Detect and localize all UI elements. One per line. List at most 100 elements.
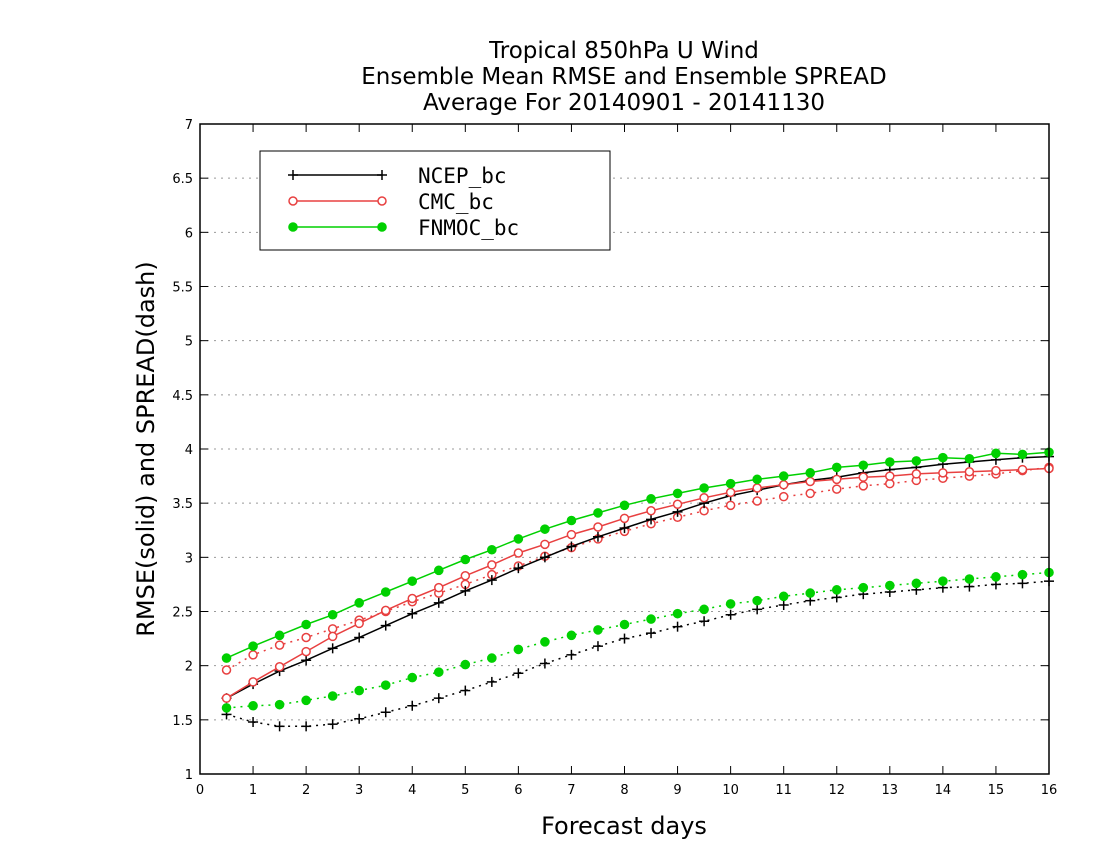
point-fnmoc-bc-spread [699, 604, 709, 615]
point-cmc-bc-rmse [725, 487, 736, 498]
point-cmc-bc-spread [274, 640, 285, 650]
legend-item-ncep-bc: NCEP_bc [288, 164, 507, 188]
point-cmc-bc-rmse [487, 560, 497, 570]
point-fnmoc-bc-rmse [1017, 449, 1028, 460]
series-fnmoc-bc-spread [221, 567, 1054, 713]
x-tick-label: 7 [567, 783, 575, 798]
point-fnmoc-bc-rmse [646, 494, 656, 504]
point-cmc-bc-rmse [885, 471, 895, 481]
point-cmc-bc-spread [885, 478, 895, 489]
point-fnmoc-bc-rmse [805, 468, 816, 478]
point-ncep-bc-rmse [592, 531, 603, 542]
point-ncep-bc-spread [354, 713, 365, 724]
point-cmc-bc-rmse [911, 469, 922, 479]
point-fnmoc-bc-rmse [858, 460, 869, 471]
point-fnmoc-bc-rmse [433, 565, 444, 576]
y-tick-label: 1 [185, 768, 193, 783]
point-fnmoc-bc-rmse [619, 500, 630, 511]
point-cmc-bc-rmse [221, 693, 232, 703]
x-tick-label: 9 [673, 783, 681, 798]
point-ncep-bc-spread [672, 621, 683, 632]
point-ncep-bc-rmse [513, 563, 524, 574]
point-cmc-bc-rmse [646, 506, 656, 516]
point-ncep-bc-spread [778, 600, 789, 610]
point-ncep-bc-spread [513, 668, 524, 679]
x-tick-label: 4 [408, 783, 416, 798]
point-cmc-bc-rmse [301, 646, 311, 657]
point-ncep-bc-spread [433, 693, 444, 704]
point-fnmoc-bc-rmse [407, 576, 418, 586]
point-fnmoc-bc-spread [619, 619, 630, 630]
point-cmc-bc-spread [832, 484, 842, 494]
point-cmc-bc-rmse [832, 474, 842, 485]
point-ncep-bc-rmse [619, 523, 630, 534]
point-cmc-bc-rmse [327, 631, 338, 642]
point-fnmoc-bc-rmse [938, 452, 948, 463]
point-fnmoc-bc-rmse [991, 448, 1001, 459]
y-axis: 1 1.5 2 2.5 3 3.5 4 4.5 5 5.5 6 6.5 7 [172, 118, 1049, 783]
y-tick-label: 2 [185, 660, 193, 675]
point-ncep-bc-spread [274, 721, 285, 732]
x-tick-label: 14 [935, 783, 952, 798]
point-fnmoc-bc-rmse [380, 587, 391, 597]
point-cmc-bc-rmse [858, 472, 869, 482]
y-tick-label: 6.5 [172, 172, 193, 187]
line-ncep-bc-spread [226, 580, 1050, 728]
point-fnmoc-bc-rmse [911, 456, 922, 466]
point-ncep-bc-spread [301, 721, 312, 732]
point-fnmoc-bc-spread [248, 700, 258, 711]
point-fnmoc-bc-spread [964, 574, 975, 584]
point-fnmoc-bc-rmse [274, 630, 285, 641]
point-cmc-bc-spread [221, 665, 232, 675]
point-cmc-bc-spread [778, 491, 789, 502]
point-ncep-bc-spread [725, 609, 736, 620]
point-fnmoc-bc-spread [1017, 569, 1028, 580]
point-fnmoc-bc-rmse [672, 488, 683, 499]
y-tick-label: 3.5 [172, 497, 193, 512]
legend-item-cmc-bc: CMC_bc [288, 190, 494, 214]
series-layer [221, 447, 1054, 732]
point-fnmoc-bc-rmse [725, 478, 736, 489]
x-tick-label: 5 [461, 783, 469, 798]
point-fnmoc-bc-spread [540, 637, 550, 647]
point-fnmoc-bc-spread [938, 576, 948, 586]
point-ncep-bc-spread [407, 700, 418, 711]
point-fnmoc-bc-spread [460, 659, 471, 670]
point-ncep-bc-spread [327, 719, 338, 730]
legend-label: FNMOC_bc [418, 216, 519, 240]
point-fnmoc-bc-spread [274, 699, 285, 710]
point-cmc-bc-rmse [248, 677, 258, 687]
x-axis: 0 1 2 3 4 5 6 7 8 9 10 11 12 13 14 15 16 [196, 124, 1057, 798]
y-tick-label: 3 [185, 551, 193, 566]
line-ncep-bc-rmse [226, 455, 1050, 699]
point-fnmoc-bc-spread [407, 672, 418, 683]
point-fnmoc-bc-rmse [540, 524, 550, 534]
point-fnmoc-bc-spread [831, 585, 842, 595]
point-cmc-bc-rmse [566, 529, 577, 540]
point-fnmoc-bc-rmse [221, 653, 232, 663]
point-cmc-bc-rmse [991, 465, 1001, 476]
point-ncep-bc-spread [646, 628, 657, 639]
point-ncep-bc-rmse [380, 620, 391, 631]
series-cmc-bc-rmse [221, 463, 1054, 703]
point-fnmoc-bc-spread [911, 578, 922, 589]
point-cmc-bc-rmse [699, 493, 709, 503]
title-line-3: Average For 20140901 - 20141130 [423, 90, 825, 116]
x-tick-label: 6 [514, 783, 522, 798]
point-fnmoc-bc-spread [354, 685, 364, 696]
point-cmc-bc-spread [752, 496, 762, 506]
point-fnmoc-bc-rmse [327, 609, 338, 620]
point-fnmoc-bc-spread [805, 588, 816, 598]
point-fnmoc-bc-rmse [460, 554, 471, 565]
y-tick-label: 7 [185, 118, 193, 133]
line-cmc-bc-rmse [226, 467, 1050, 699]
y-tick-label: 4 [185, 443, 193, 458]
point-ncep-bc-spread [1017, 578, 1028, 589]
point-ncep-bc-rmse [407, 608, 418, 619]
y-tick-label: 5 [185, 335, 193, 350]
point-fnmoc-bc-spread [380, 680, 391, 690]
y-tick-label: 2.5 [172, 606, 193, 621]
point-fnmoc-bc-spread [327, 691, 338, 701]
point-fnmoc-bc-rmse [248, 641, 258, 651]
